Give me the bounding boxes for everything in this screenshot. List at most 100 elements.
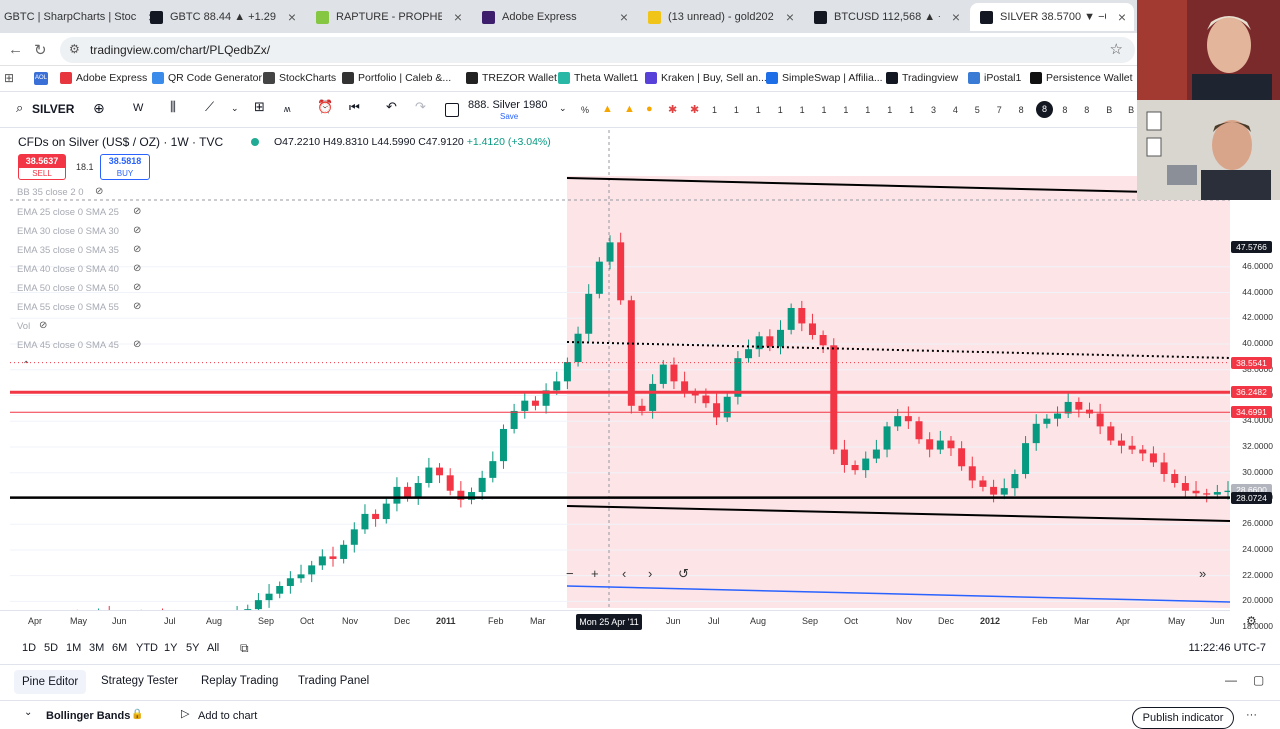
bookmark-item[interactable]: Kraken | Buy, Sell an... xyxy=(645,72,767,84)
hidden-eye-icon[interactable]: ⊘ xyxy=(133,339,142,350)
alert-count[interactable]: 1 xyxy=(777,105,783,115)
aol-icon[interactable]: AOL xyxy=(34,72,48,85)
bug-icon[interactable]: ✱ xyxy=(668,104,678,116)
chevron-down-icon[interactable]: ⌄ xyxy=(24,707,33,718)
range-button[interactable]: 1D xyxy=(22,642,37,654)
layout-name[interactable]: 888. Silver 1980 Save xyxy=(468,99,548,123)
hidden-eye-icon[interactable]: ⊘ xyxy=(133,244,142,255)
alert-count[interactable]: B xyxy=(1106,105,1113,115)
range-button[interactable]: 1Y xyxy=(164,642,178,654)
alert-count[interactable]: 1 xyxy=(755,105,761,115)
layout-dropdown-icon[interactable]: ⌄ xyxy=(559,103,567,113)
symbol-name[interactable]: SILVER xyxy=(32,102,75,116)
chart-title[interactable]: CFDs on Silver (US$ / OZ) · 1W · TVC xyxy=(18,135,224,149)
indicator-row[interactable]: Vol ⊘ xyxy=(17,320,47,332)
indicator-row[interactable]: EMA 55 close 0 SMA 55 ⊘ xyxy=(17,301,141,313)
hidden-eye-icon[interactable]: ⊘ xyxy=(133,263,142,274)
indicators-dropdown-icon[interactable]: ⌄ xyxy=(231,103,239,113)
save-button[interactable]: Save xyxy=(500,112,519,121)
hidden-eye-icon[interactable]: ⊘ xyxy=(133,206,142,217)
templates-menu-icon[interactable]: ʍ xyxy=(284,104,291,114)
minimize-panel-icon[interactable]: — xyxy=(1225,673,1237,687)
go-to-date-icon[interactable]: ⧉ xyxy=(240,641,249,655)
warning-icon[interactable]: ▲ xyxy=(624,103,635,115)
sell-button[interactable]: 38.5637 SELL xyxy=(18,154,66,180)
close-tab-icon[interactable]: × xyxy=(453,9,462,25)
add-to-chart-icon[interactable]: ▷ xyxy=(181,708,190,720)
close-tab-icon[interactable]: × xyxy=(287,9,296,25)
alert-count[interactable]: 1 xyxy=(865,105,871,115)
alert-count[interactable]: 1 xyxy=(843,105,849,115)
browser-tab[interactable]: SILVER 38.5700 ▼ −0.03% × xyxy=(970,3,1134,31)
bulb-icon[interactable]: ● xyxy=(646,103,653,115)
hidden-eye-icon[interactable]: ⊘ xyxy=(95,186,104,197)
chart-settings-icon[interactable]: ⚙ xyxy=(1246,614,1257,628)
percent-icon[interactable]: % xyxy=(581,105,590,115)
publish-indicator-button[interactable]: Publish indicator xyxy=(1132,707,1234,729)
hidden-eye-icon[interactable]: ⊘ xyxy=(133,282,142,293)
interval-button[interactable]: W xyxy=(133,102,144,114)
bottom-tab[interactable]: Pine Editor xyxy=(14,670,87,694)
alert-count[interactable]: 1 xyxy=(821,105,827,115)
hidden-eye-icon[interactable]: ⊘ xyxy=(133,301,142,312)
replay-icon[interactable]: ⏮ xyxy=(349,100,360,114)
bookmark-item[interactable]: Theta Wallet1 xyxy=(558,72,638,84)
alert-count[interactable]: 1 xyxy=(909,105,915,115)
site-settings-icon[interactable]: ⚙ xyxy=(69,42,80,56)
close-tab-icon[interactable]: × xyxy=(1117,9,1126,25)
redo-icon[interactable]: ↷ xyxy=(415,99,426,114)
bookmark-item[interactable]: Tradingview xyxy=(886,72,958,84)
clock[interactable]: 11:22:46 UTC-7 xyxy=(1188,642,1266,654)
alert-count[interactable]: 3 xyxy=(931,105,937,115)
browser-tab[interactable]: (13 unread) - gold2020fo × xyxy=(638,3,802,31)
alert-count[interactable]: 1 xyxy=(712,105,718,115)
indicator-row[interactable]: EMA 45 close 0 SMA 45 ⊘ xyxy=(17,339,141,351)
scroll-right-icon[interactable]: › xyxy=(648,566,653,581)
templates-icon[interactable]: ⊞ xyxy=(254,99,265,114)
browser-tab[interactable]: RAPTURE - PROPHECY - 9 × xyxy=(306,3,470,31)
range-button[interactable]: 5Y xyxy=(186,642,200,654)
close-tab-icon[interactable]: × xyxy=(619,9,628,25)
alert-count[interactable]: 1 xyxy=(799,105,805,115)
hidden-eye-icon[interactable]: ⊘ xyxy=(39,320,48,331)
bookmark-item[interactable]: iPostal1 xyxy=(968,72,1021,84)
symbol-search-icon[interactable]: ⌕ xyxy=(16,100,24,115)
collapse-legend-icon[interactable]: ⌃ xyxy=(22,360,31,371)
warning-icon[interactable]: ▲ xyxy=(602,103,613,115)
bottom-tab[interactable]: Replay Trading xyxy=(201,675,279,687)
scroll-left-icon[interactable]: ‹ xyxy=(622,566,627,581)
bookmark-item[interactable]: TREZOR Wallet xyxy=(466,72,557,84)
more-options-icon[interactable]: ··· xyxy=(1246,709,1257,721)
reload-icon[interactable]: ↻ xyxy=(34,42,47,59)
bookmark-item[interactable]: Adobe Express xyxy=(60,72,147,84)
reset-chart-icon[interactable]: ↺ xyxy=(678,566,689,581)
range-button[interactable]: 6M xyxy=(112,642,128,654)
candle-type-icon[interactable]: ⫼ xyxy=(170,99,176,114)
scroll-to-realtime-icon[interactable]: » xyxy=(1199,566,1207,581)
indicator-row[interactable]: EMA 40 close 0 SMA 40 ⊘ xyxy=(17,263,141,275)
back-icon[interactable]: ← xyxy=(8,41,23,58)
range-button[interactable]: 1M xyxy=(66,642,82,654)
time-axis[interactable]: Mon 25 Apr '11 Apr May Jun Jul Aug Sep Oct Nov D… xyxy=(0,610,1230,632)
close-tab-icon[interactable]: × xyxy=(785,9,794,25)
range-button[interactable]: YTD xyxy=(136,642,158,654)
hidden-eye-icon[interactable]: ⊘ xyxy=(133,225,142,236)
indicator-row[interactable]: EMA 30 close 0 SMA 30 ⊘ xyxy=(17,225,141,237)
alert-count[interactable]: 5 xyxy=(974,105,980,115)
alert-count[interactable]: 1 xyxy=(887,105,893,115)
price-chart[interactable] xyxy=(10,130,1230,610)
candlestick-chart[interactable] xyxy=(10,130,1230,610)
buy-button[interactable]: 38.5818 BUY xyxy=(100,154,150,180)
indicator-row[interactable]: EMA 50 close 0 SMA 50 ⊘ xyxy=(17,282,141,294)
bookmark-item[interactable]: StockCharts xyxy=(263,72,336,84)
indicators-icon[interactable]: ⟋ xyxy=(205,99,215,114)
alert-count[interactable]: 8 xyxy=(1018,105,1024,115)
zoom-out-icon[interactable]: − xyxy=(566,566,574,581)
url-field[interactable]: ⚙ tradingview.com/chart/PLQedbZx/ ☆ xyxy=(60,37,1135,63)
alert-count[interactable]: 7 xyxy=(996,105,1002,115)
layout-select-icon[interactable] xyxy=(445,103,459,117)
alert-count[interactable]: 4 xyxy=(952,105,958,115)
browser-tab[interactable]: GBTC 88.44 ▲ +1.29% ▲ × xyxy=(140,3,304,31)
bottom-tab[interactable]: Trading Panel xyxy=(298,675,370,687)
bookmark-item[interactable]: Persistence Wallet xyxy=(1030,72,1133,84)
